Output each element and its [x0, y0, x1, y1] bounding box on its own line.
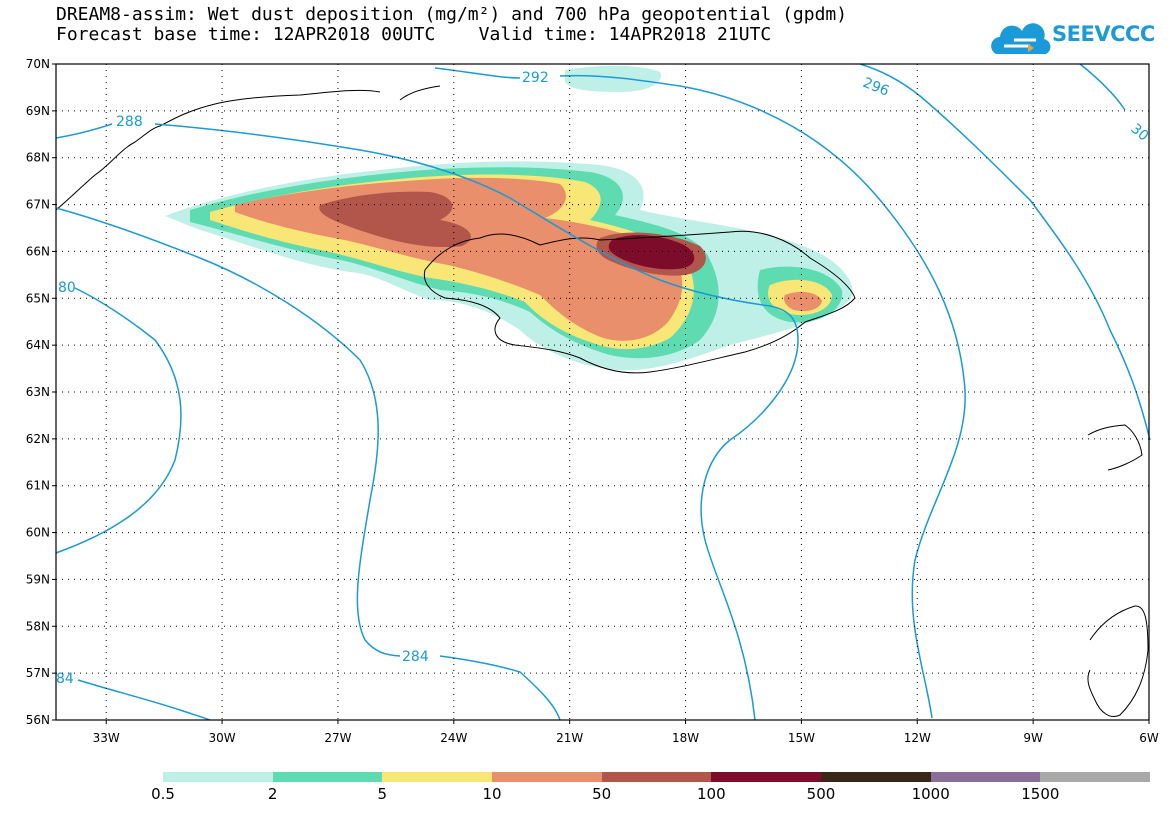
logo-text: SEEVCCC — [1052, 22, 1155, 46]
dust-deposition-field — [165, 65, 853, 371]
contour-label-288: 288 — [116, 114, 143, 130]
legend-label: 0.5 — [151, 785, 175, 803]
legend-label: 1500 — [1021, 785, 1060, 803]
lat-label: 66N — [26, 244, 50, 258]
iceland-coastline — [423, 230, 856, 374]
lat-label: 67N — [26, 198, 50, 212]
chart-title-line-2: Forecast base time: 12APR2018 00UTC Vali… — [56, 24, 772, 45]
contour-280 — [55, 287, 182, 554]
legend-swatch — [492, 772, 602, 782]
contour-label-292: 292 — [522, 70, 549, 86]
lon-label: 21W — [556, 731, 583, 745]
lon-label: 27W — [324, 731, 351, 745]
contour-284-south — [77, 679, 211, 721]
legend-swatch — [601, 772, 712, 782]
legend-swatch — [930, 772, 1041, 782]
legend-swatch — [1040, 772, 1151, 782]
contour-label-284-south: 84 — [56, 671, 74, 687]
legend-label: 5 — [377, 785, 388, 803]
lat-label: 68N — [26, 151, 50, 165]
lat-label: 64N — [26, 338, 50, 352]
lat-label: 59N — [26, 572, 50, 586]
lat-label: 56N — [26, 713, 50, 727]
contour-label-300: 30 — [1127, 121, 1151, 145]
contour-292 — [434, 67, 966, 719]
legend-label: 50 — [592, 785, 612, 803]
lat-label: 69N — [26, 104, 50, 118]
chart-title-line-1: DREAM8-assim: Wet dust deposition (mg/m²… — [56, 4, 848, 25]
scotland-coastline — [1087, 605, 1149, 717]
contour-284 — [55, 207, 561, 721]
map-gridlines — [56, 64, 1149, 720]
lon-label: 30W — [209, 731, 236, 745]
legend-swatch — [382, 772, 493, 782]
contour-label-280: 80 — [58, 280, 76, 296]
legend-label: 10 — [482, 785, 502, 803]
lat-label: 65N — [26, 291, 50, 305]
lat-label: 61N — [26, 479, 50, 493]
lon-label: 33W — [93, 731, 120, 745]
lat-label: 70N — [26, 57, 50, 71]
lon-label: 24W — [440, 731, 467, 745]
lon-label: 15W — [788, 731, 815, 745]
color-legend — [163, 772, 1151, 782]
deposition-band-0-5-north — [565, 65, 661, 92]
legend-label: 1000 — [911, 785, 950, 803]
lat-label: 60N — [26, 526, 50, 540]
contour-300 — [1079, 63, 1126, 111]
geopotential-contours — [55, 63, 1151, 721]
legend-label: 500 — [806, 785, 836, 803]
lon-label: 6W — [1139, 731, 1159, 745]
lon-label: 9W — [1023, 731, 1043, 745]
deposition-band-100 — [608, 235, 695, 270]
legend-label: 100 — [697, 785, 726, 803]
legend-swatch — [163, 772, 273, 782]
contour-288 — [55, 123, 799, 721]
lat-label: 57N — [26, 666, 50, 680]
contour-label-284: 284 — [402, 649, 429, 665]
contour-label-296: 296 — [861, 75, 892, 100]
lon-label: 12W — [904, 731, 931, 745]
legend-swatch — [272, 772, 383, 782]
greenland-coastline-north — [399, 85, 441, 101]
deposition-band-50 — [319, 191, 471, 248]
lat-label: 63N — [26, 385, 50, 399]
cloud-logo-icon — [991, 23, 1051, 54]
contour-296 — [859, 63, 1151, 441]
legend-label: 2 — [267, 785, 278, 803]
deposition-band-10-east — [784, 291, 822, 312]
lat-label: 58N — [26, 619, 50, 633]
map-ticks: 70N 69N 68N 67N 66N 65N 64N 63N 62N 61N 60N 59N 58N 5… — [26, 57, 1159, 745]
legend-swatch — [711, 772, 822, 782]
lon-label: 18W — [672, 731, 699, 745]
legend-swatch — [821, 772, 931, 782]
faroe-coastline — [1087, 424, 1143, 471]
lat-label: 62N — [26, 432, 50, 446]
